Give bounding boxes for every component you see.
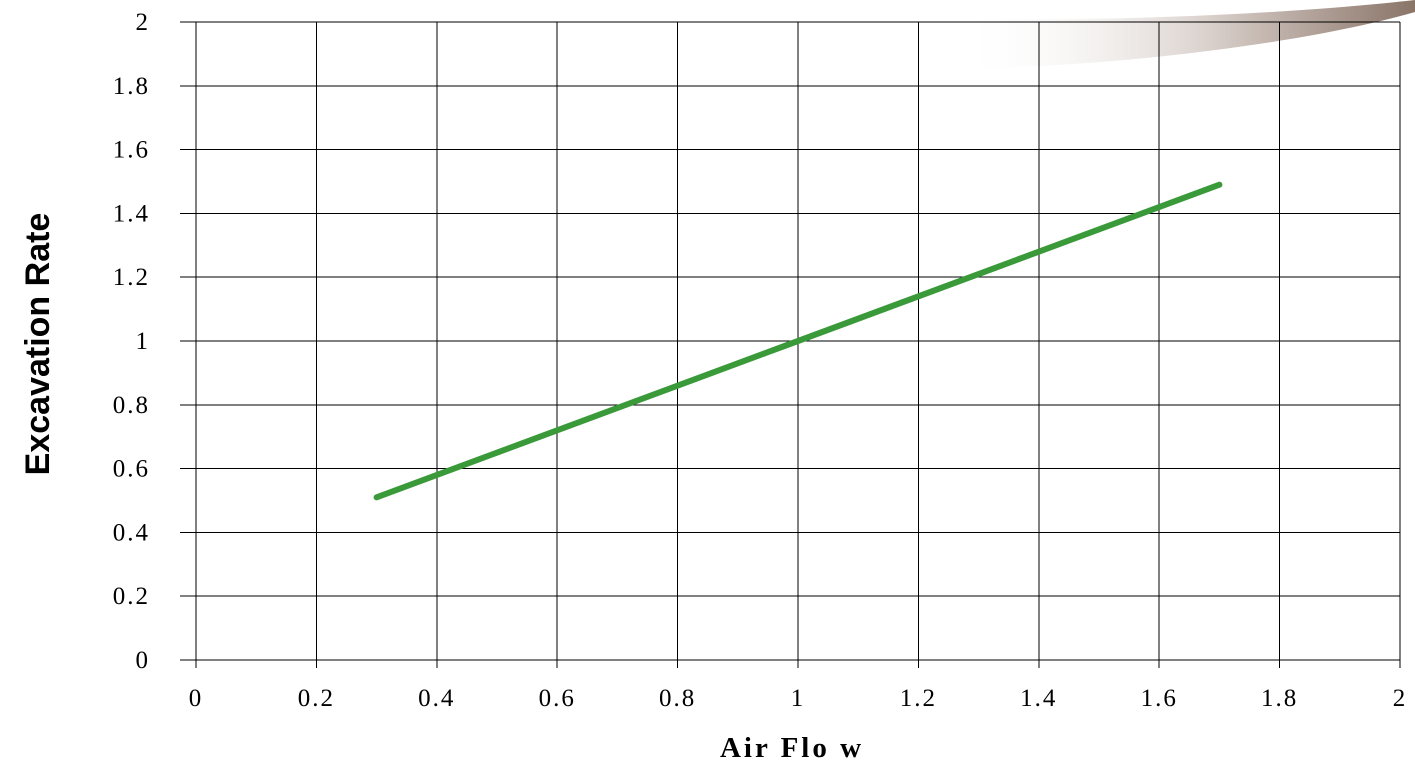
y-tick-label: 2 [136,9,151,36]
corner-swoosh-decoration [960,0,1415,68]
y-tick-label: 1.8 [113,73,150,100]
x-tick-label: 1.2 [900,685,937,712]
x-tick-label: 2 [1393,685,1408,712]
y-axis-label: Excavation Rate [19,213,57,476]
x-tick-label: 0 [189,685,204,712]
tick-labels: 0 0.2 0.4 0.6 0.8 1 1.2 1.4 1.6 1.8 2 0 0.2 0.4 0.6 0.8… [113,9,1408,712]
x-tick-label: 0.6 [539,685,576,712]
x-tick-label: 0.8 [659,685,696,712]
y-tick-label: 1.4 [113,200,150,227]
y-tick-label: 0.4 [113,519,150,546]
grid [180,21,1401,668]
y-tick-label: 0.8 [113,392,150,419]
x-tick-label: 0.4 [418,685,455,712]
x-tick-label: 1 [791,685,806,712]
series-line [373,181,1223,501]
x-tick-label: 1.4 [1020,685,1057,712]
y-tick-label: 1.6 [113,137,150,164]
y-tick-label: 0 [136,647,151,674]
x-axis-label: Air Flo w [720,732,864,762]
y-tick-label: 1 [136,328,151,355]
y-tick-label: 1.2 [113,264,150,291]
y-tick-label: 0.2 [113,583,150,610]
x-tick-label: 1.6 [1141,685,1178,712]
y-tick-label: 0.6 [113,456,150,483]
series-layer [373,181,1223,501]
x-tick-label: 1.8 [1261,685,1298,712]
x-tick-label: 0.2 [298,685,335,712]
